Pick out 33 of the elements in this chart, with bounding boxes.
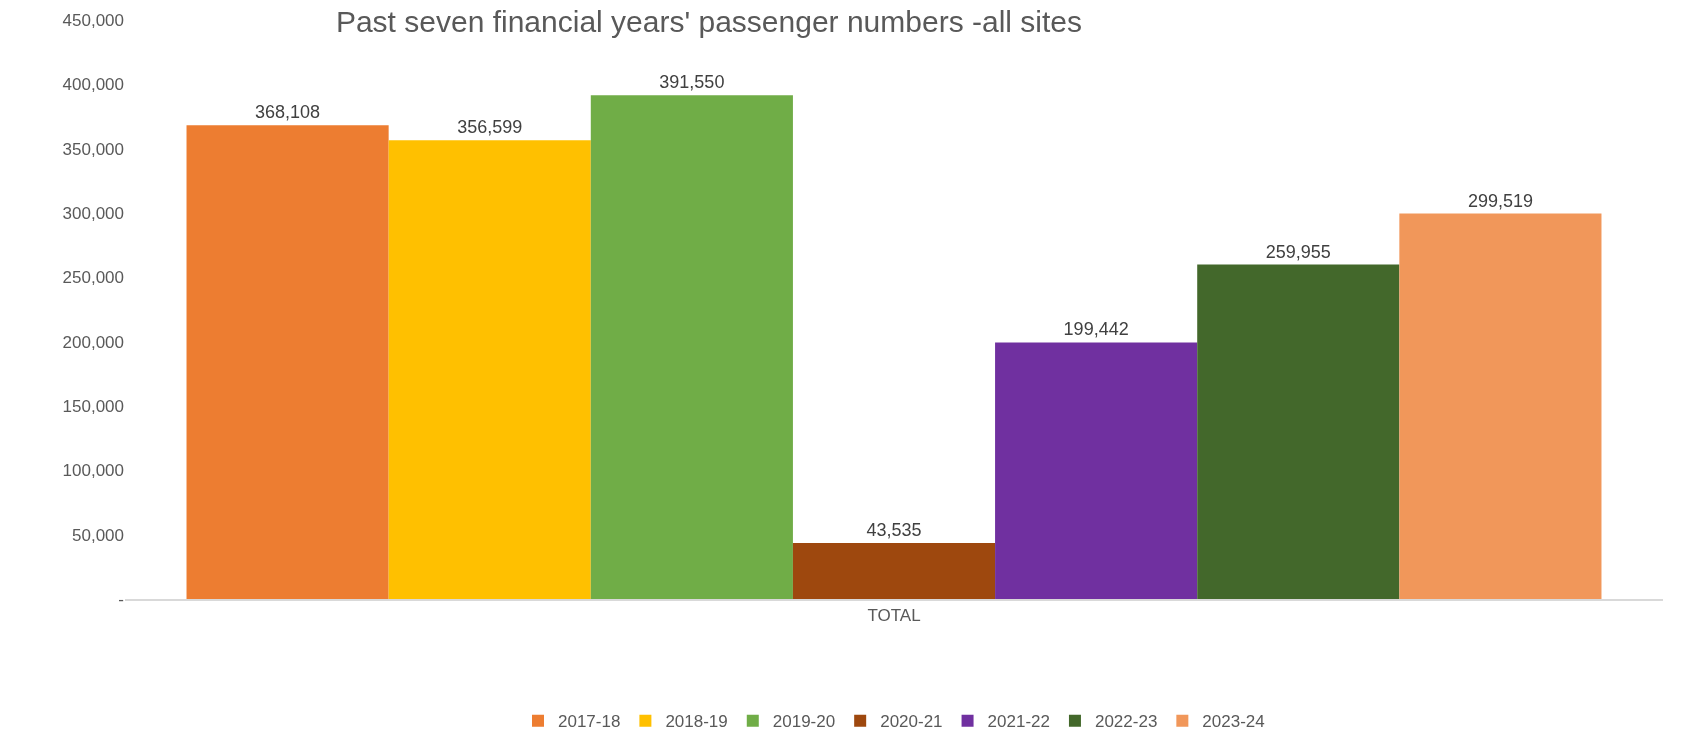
bar bbox=[590, 95, 793, 599]
data-label: 259,955 bbox=[1265, 241, 1331, 262]
bar bbox=[388, 140, 591, 599]
legend-label: 2020-21 bbox=[880, 712, 943, 732]
bar bbox=[792, 542, 996, 599]
y-tick-label: 400,000 bbox=[62, 75, 124, 95]
data-label: 199,442 bbox=[1063, 319, 1129, 340]
legend-label: 2022-23 bbox=[1094, 712, 1158, 732]
bar bbox=[1197, 264, 1400, 599]
y-tick-label: 200,000 bbox=[62, 332, 124, 352]
legend-label: 2021-22 bbox=[987, 712, 1050, 732]
x-tick-label: TOTAL bbox=[867, 606, 921, 626]
bar bbox=[186, 125, 389, 599]
y-tick-label: 50,000 bbox=[72, 525, 124, 545]
y-tick-label: 100,000 bbox=[62, 461, 124, 481]
y-tick-label: 150,000 bbox=[62, 396, 124, 416]
y-tick-label: 450,000 bbox=[62, 10, 124, 30]
y-tick-label: 350,000 bbox=[62, 139, 124, 159]
legend-label: 2018-19 bbox=[665, 712, 728, 732]
y-tick-label: 300,000 bbox=[62, 203, 124, 223]
bar bbox=[1399, 213, 1602, 599]
bar bbox=[995, 342, 1198, 599]
legend-label: 2019-20 bbox=[772, 712, 836, 732]
y-tick-label: - bbox=[118, 589, 124, 609]
data-label: 391,550 bbox=[659, 72, 725, 93]
data-label: 368,108 bbox=[255, 102, 321, 123]
data-label: 356,599 bbox=[457, 117, 523, 138]
y-tick-label: 250,000 bbox=[62, 268, 124, 288]
legend-label: 2023-24 bbox=[1202, 712, 1265, 732]
legend-label: 2017-18 bbox=[558, 712, 621, 732]
chart-title: Past seven financial years' passenger numbers -all sites bbox=[335, 5, 1083, 39]
data-label: 299,519 bbox=[1467, 190, 1533, 211]
data-label: 43,535 bbox=[866, 519, 922, 540]
